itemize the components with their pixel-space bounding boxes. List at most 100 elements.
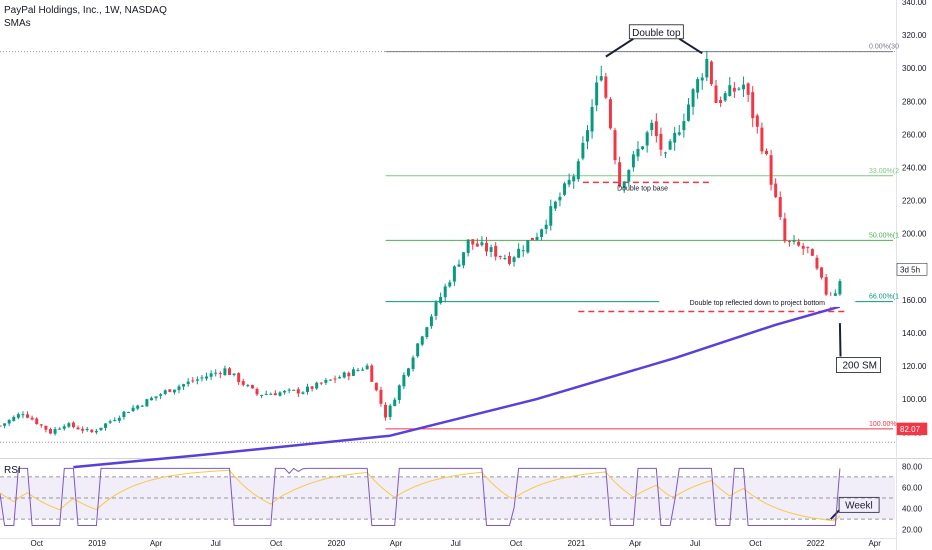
candle-body — [498, 256, 502, 258]
chart-title: PayPal Holdings, Inc., 1W, NASDAQ — [4, 5, 167, 16]
candle-body — [319, 382, 323, 384]
candle-body — [434, 302, 438, 316]
candle-body — [732, 87, 736, 92]
time-tick-label: Jul — [211, 539, 221, 548]
candle-body — [778, 197, 782, 218]
fib-level-label: 50.00%(1 — [869, 232, 899, 239]
price-tick-label: 340.00 — [902, 0, 927, 7]
candle-body — [393, 399, 397, 407]
time-tick-label: Jul — [451, 539, 461, 548]
candle-body — [250, 384, 254, 389]
candle-body — [691, 89, 695, 107]
candle-body — [264, 393, 268, 395]
candle-body — [127, 411, 131, 413]
candle-body — [540, 229, 544, 238]
candle-body — [820, 267, 824, 278]
fib-level-label: 33.00%(2 — [869, 168, 899, 175]
candle-body — [709, 61, 713, 85]
candle-body — [172, 389, 176, 393]
candle-body — [347, 372, 351, 377]
price-tick-label: 200.00 — [902, 230, 927, 239]
candle-body — [136, 405, 140, 409]
candle-body — [590, 106, 594, 132]
candle-body — [480, 242, 484, 246]
candle-body — [402, 374, 406, 387]
candle-body — [310, 386, 314, 389]
time-tick-label: 2020 — [327, 539, 345, 548]
candle-body — [485, 242, 489, 252]
candle-body — [388, 405, 392, 417]
candle-body — [191, 380, 195, 382]
time-tick-label: Jul — [690, 539, 700, 548]
candle-body — [416, 343, 420, 357]
candle-body — [76, 427, 80, 430]
candle-body — [246, 385, 250, 387]
time-tick-label: Oct — [749, 539, 762, 548]
candle-body — [608, 99, 612, 129]
candle-body — [104, 423, 108, 428]
candle-body — [494, 245, 498, 257]
price-tick-label: 320.00 — [902, 31, 927, 40]
candle-body — [342, 372, 346, 378]
fib-level-label: 100.00% — [869, 421, 897, 428]
candle-body — [448, 282, 452, 287]
candle-body — [682, 121, 686, 131]
candle-body — [214, 372, 218, 374]
candle-body — [714, 85, 718, 103]
candle-body — [283, 390, 287, 393]
candle-body — [374, 382, 378, 391]
rsi-tick-label: 20.00 — [902, 526, 923, 535]
candle-body — [39, 424, 43, 426]
weekly-callout-arrow — [830, 509, 840, 520]
candle-body — [379, 389, 383, 404]
candle-body — [237, 373, 241, 383]
candle-body — [149, 397, 153, 401]
candle-body — [686, 104, 690, 121]
candle-body — [668, 141, 672, 150]
candle-body — [576, 161, 580, 180]
candle-body — [815, 257, 819, 269]
candle-body — [742, 84, 746, 90]
candle-body — [526, 240, 530, 253]
candle-body — [411, 357, 415, 370]
weekly-callout-label: Weekl — [845, 500, 873, 511]
candle-body — [719, 100, 723, 104]
candle-body — [507, 255, 511, 264]
candle-body — [223, 368, 227, 376]
double-top-arrow-right — [678, 37, 703, 55]
candle-body — [746, 83, 750, 95]
candle-body — [62, 426, 66, 429]
candle-body — [618, 162, 622, 187]
candle-body — [177, 386, 181, 390]
candle-body — [397, 385, 401, 401]
candle-body — [439, 296, 443, 304]
candle-body — [232, 373, 236, 375]
candle-body — [122, 411, 126, 418]
projection-label: Double top reflected down to project bot… — [690, 300, 826, 307]
rsi-tick-label: 80.00 — [902, 462, 923, 471]
candle-body — [269, 393, 273, 395]
time-tick-label: Apr — [868, 539, 881, 548]
candle-body — [705, 58, 709, 78]
candle-body — [838, 281, 842, 295]
rsi-tick-label: 40.00 — [902, 505, 923, 514]
candle-body — [631, 154, 635, 168]
time-tick-label: Apr — [150, 539, 163, 548]
candle-body — [26, 414, 30, 418]
double-top-callout-label: Double top — [632, 28, 681, 39]
candle-body — [260, 394, 264, 396]
candle-body — [420, 336, 424, 345]
candle-body — [67, 423, 71, 427]
rsi-label: RSI — [4, 465, 21, 476]
time-tick-label: 2019 — [88, 539, 106, 548]
double-top-base-label: Double top base — [617, 186, 668, 193]
candle-body — [530, 237, 534, 241]
candle-body — [521, 250, 525, 252]
candle-body — [384, 404, 388, 418]
time-tick-label: 2022 — [807, 539, 825, 548]
candle-body — [90, 429, 94, 433]
candle-body — [471, 239, 475, 245]
candle-body — [553, 201, 557, 209]
